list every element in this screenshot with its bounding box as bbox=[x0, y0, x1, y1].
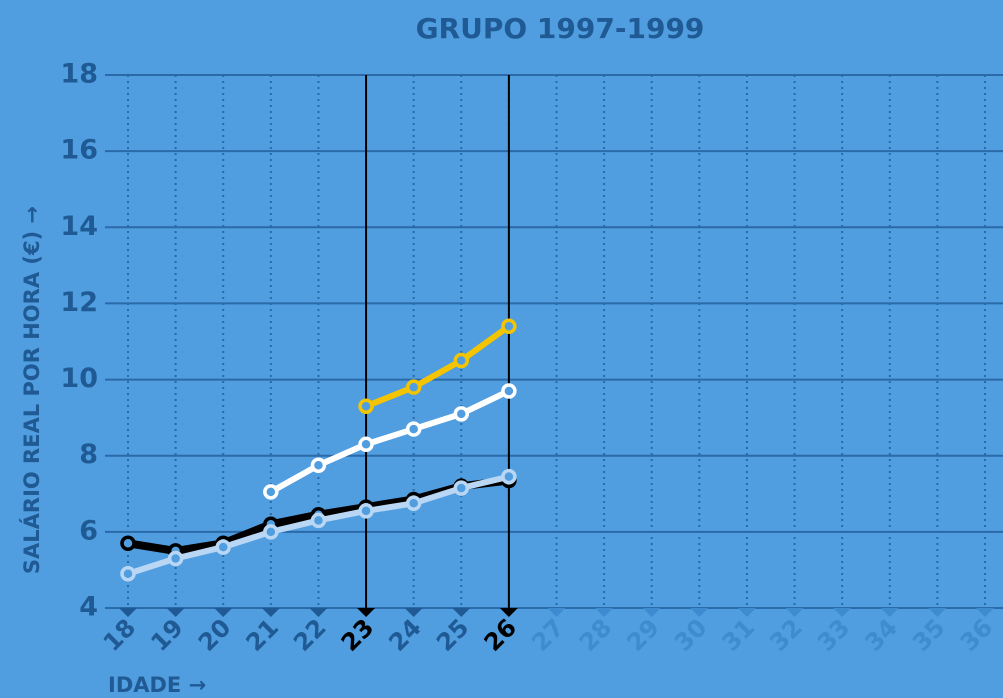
x-tick-mark bbox=[833, 608, 852, 617]
data-point bbox=[405, 495, 422, 512]
y-tick-label: 12 bbox=[60, 287, 98, 318]
data-point bbox=[405, 421, 422, 437]
x-tick-mark bbox=[499, 608, 518, 617]
data-point bbox=[405, 379, 422, 395]
y-tick-label: 6 bbox=[79, 515, 98, 546]
x-tick-mark bbox=[785, 608, 804, 617]
data-point bbox=[310, 512, 327, 529]
data-point bbox=[501, 318, 517, 335]
data-point bbox=[453, 406, 470, 422]
series-line bbox=[363, 323, 512, 410]
data-point bbox=[358, 503, 374, 519]
data-point bbox=[358, 436, 374, 453]
data-point bbox=[263, 484, 279, 500]
data-point bbox=[120, 535, 136, 552]
x-tick-mark bbox=[737, 608, 756, 617]
series-line bbox=[267, 387, 512, 495]
y-axis-label: SALÁRIO REAL POR HORA (€) → bbox=[19, 206, 44, 574]
y-tick-label: 14 bbox=[60, 211, 98, 242]
x-tick-mark bbox=[880, 608, 899, 617]
chart-title: GRUPO 1997-1999 bbox=[416, 12, 705, 45]
data-point bbox=[167, 550, 184, 567]
x-tick-mark bbox=[166, 608, 185, 617]
y-tick-label: 10 bbox=[60, 363, 98, 394]
data-point bbox=[310, 457, 327, 473]
data-point bbox=[501, 468, 517, 485]
data-point bbox=[263, 524, 279, 540]
y-tick-label: 8 bbox=[79, 439, 98, 470]
x-tick-mark bbox=[261, 608, 280, 617]
x-tick-mark bbox=[976, 608, 994, 617]
x-tick-mark bbox=[928, 608, 947, 617]
x-tick-mark bbox=[214, 608, 233, 617]
data-point bbox=[501, 383, 517, 399]
x-tick-mark bbox=[119, 608, 137, 617]
data-point bbox=[453, 480, 470, 496]
data-point bbox=[358, 398, 374, 414]
x-tick-mark bbox=[690, 608, 709, 617]
x-tick-mark bbox=[595, 608, 614, 617]
y-tick-label: 4 bbox=[79, 592, 98, 623]
x-tick-mark bbox=[642, 608, 661, 617]
data-point bbox=[215, 539, 231, 555]
data-point bbox=[453, 352, 470, 369]
y-tick-label: 18 bbox=[60, 59, 98, 90]
x-axis-label: IDADE → bbox=[108, 673, 206, 697]
x-tick-mark bbox=[357, 608, 376, 617]
x-tick-mark bbox=[547, 608, 566, 617]
data-point bbox=[120, 565, 136, 582]
y-tick-label: 16 bbox=[60, 135, 98, 166]
x-tick-mark bbox=[309, 608, 328, 617]
x-tick-mark bbox=[452, 608, 471, 617]
x-tick-mark bbox=[404, 608, 423, 617]
